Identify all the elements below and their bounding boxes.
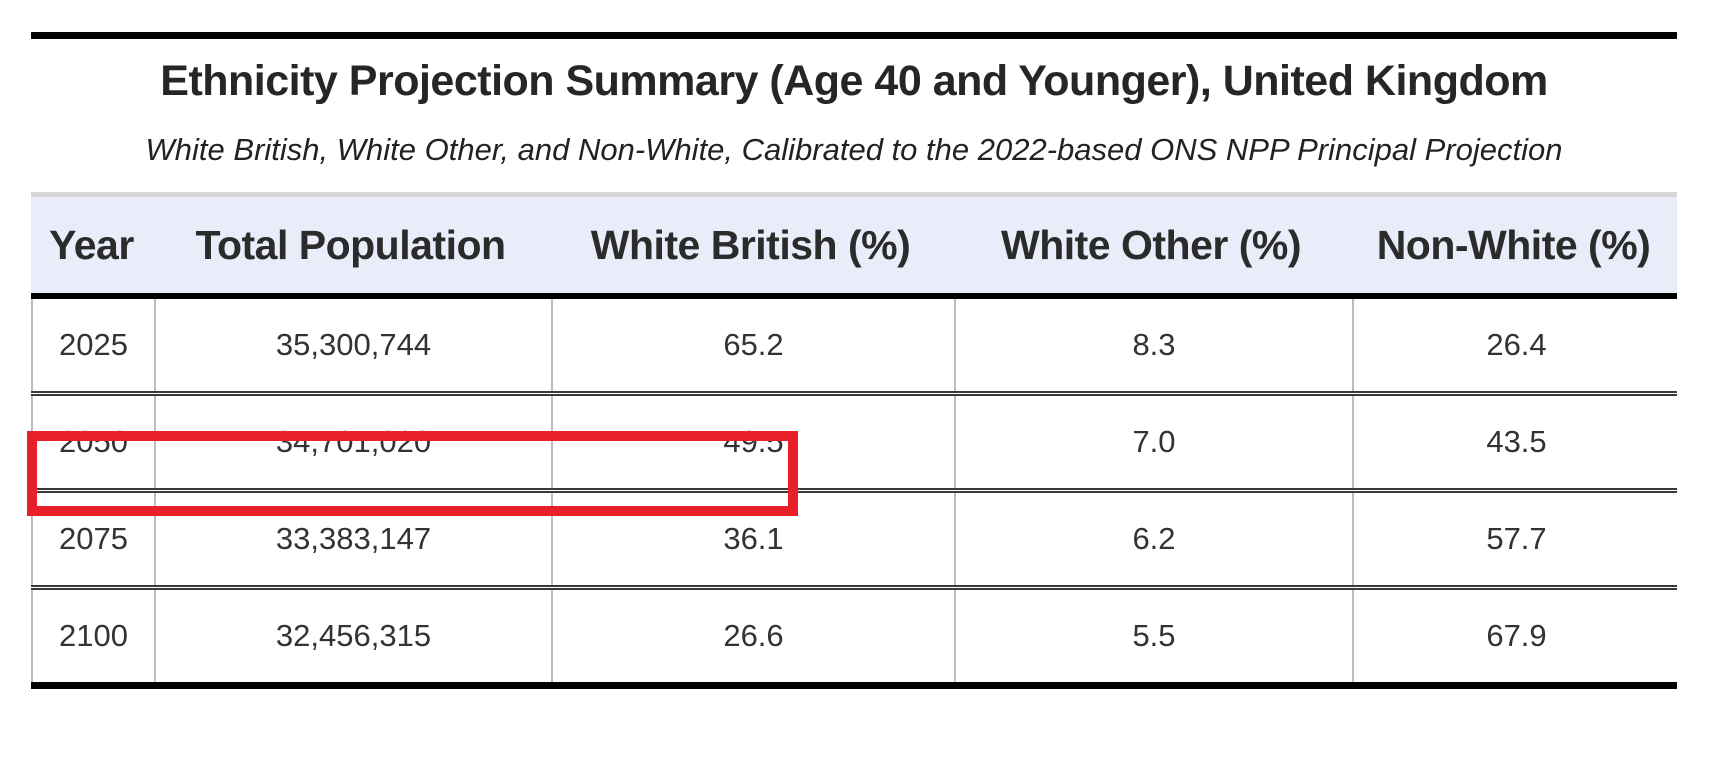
cell-year: 2025	[59, 327, 128, 362]
cell-white-british: 65.2	[551, 299, 954, 391]
header-cell-non-white: Non-White (%)	[1376, 221, 1651, 268]
cell-white-other: 7.0	[954, 396, 1352, 488]
cell-white-other: 5.5	[954, 590, 1352, 682]
cell-non-white: 67.9	[1352, 590, 1679, 682]
cell-total-population: 34,701,020	[154, 396, 551, 488]
cell-total-population: 33,383,147	[154, 493, 551, 585]
table-row-2075: 2075 33,383,147 36.1 6.2 57.7	[31, 493, 1677, 585]
cell-white-other: 6.2	[954, 493, 1352, 585]
cell-total-population: 35,300,744	[154, 299, 551, 391]
table-header-row: Year Total Population White British (%) …	[31, 197, 1677, 293]
row-separator	[31, 488, 1677, 493]
cell-year: 2075	[59, 521, 128, 556]
row-separator	[31, 391, 1677, 396]
page-title: Ethnicity Projection Summary (Age 40 and…	[160, 57, 1548, 105]
cell-white-other: 8.3	[954, 299, 1352, 391]
cell-white-british: 49.5	[551, 396, 954, 488]
page-subtitle: White British, White Other, and Non-Whit…	[145, 132, 1563, 167]
table-row-2050: 2050 34,701,020 49.5 7.0 43.5	[31, 396, 1677, 488]
cell-year: 2050	[59, 424, 128, 459]
header-cell-white-other: White Other (%)	[1001, 221, 1301, 268]
header-top-strip	[31, 192, 1677, 197]
cell-year: 2100	[59, 618, 128, 653]
header-cell-year: Year	[49, 221, 134, 268]
cell-non-white: 43.5	[1352, 396, 1679, 488]
cell-total-population: 32,456,315	[154, 590, 551, 682]
table-row-2100: 2100 32,456,315 26.6 5.5 67.9	[31, 590, 1677, 682]
table-row-2025: 2025 35,300,744 65.2 8.3 26.4	[31, 299, 1677, 391]
cell-white-british: 36.1	[551, 493, 954, 585]
row-separator	[31, 585, 1677, 590]
header-bottom-rule	[31, 293, 1677, 299]
cell-white-british: 26.6	[551, 590, 954, 682]
top-rule	[31, 32, 1677, 39]
page: Ethnicity Projection Summary (Age 40 and…	[0, 32, 1728, 772]
projection-table: Year Total Population White British (%) …	[31, 197, 1677, 689]
header-cell-total-population: Total Population	[195, 221, 506, 268]
cell-non-white: 57.7	[1352, 493, 1679, 585]
cell-non-white: 26.4	[1352, 299, 1679, 391]
bottom-rule	[31, 682, 1677, 689]
header-cell-white-british: White British (%)	[590, 221, 911, 268]
